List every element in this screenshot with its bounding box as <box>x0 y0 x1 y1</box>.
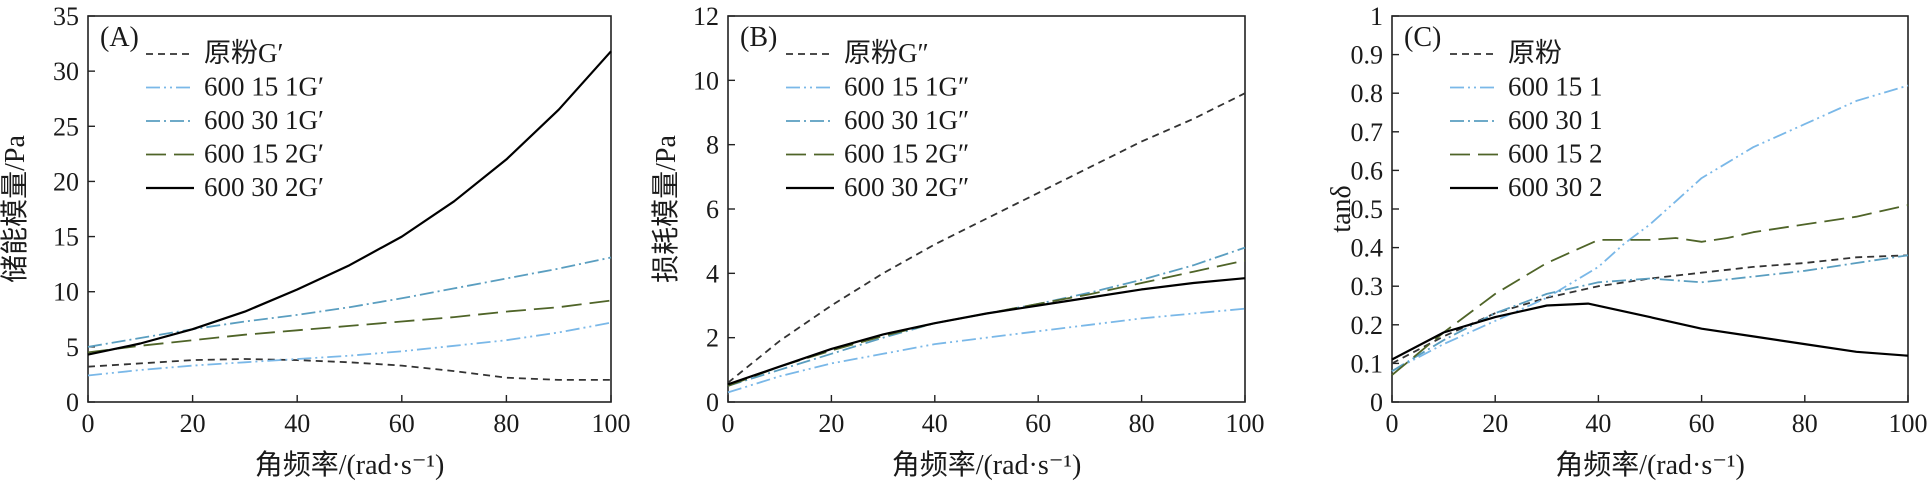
series-line-3 <box>87 256 612 348</box>
plot-frame <box>727 15 1246 403</box>
legend-label: 600 15 1 <box>1508 72 1603 102</box>
x-tick-label: 80 <box>493 409 519 438</box>
x-tick-label: 20 <box>1482 409 1508 438</box>
legend-label: 600 15 1G′ <box>204 72 324 102</box>
y-tick-label: 0 <box>1370 388 1383 417</box>
legend-label: 600 30 1G′ <box>204 105 324 135</box>
y-tick-label: 12 <box>693 2 719 31</box>
legend-label: 原粉G″ <box>844 38 929 68</box>
x-tick-label: 80 <box>1129 409 1155 438</box>
y-tick-label: 0.4 <box>1351 234 1384 263</box>
x-tick-label: 60 <box>1689 409 1715 438</box>
plot-frame <box>87 15 612 403</box>
series-line-1 <box>1391 254 1909 365</box>
legend-label: 600 15 2G″ <box>844 139 969 169</box>
y-tick-label: 25 <box>53 112 79 141</box>
y-axis-label: 储能模量/Pa <box>0 135 31 283</box>
x-tick-label: 100 <box>592 409 631 438</box>
x-tick-label: 20 <box>818 409 844 438</box>
series-line-4 <box>1391 204 1909 376</box>
y-tick-label: 20 <box>53 167 79 196</box>
series-line-1 <box>87 358 611 381</box>
series-line-1 <box>727 92 1246 384</box>
x-tick-label: 40 <box>922 409 948 438</box>
y-tick-label: 10 <box>693 66 719 95</box>
series-line-2 <box>1391 84 1909 372</box>
series-line-2 <box>727 307 1246 394</box>
y-tick-label: 2 <box>706 324 719 353</box>
y-tick-label: 0.2 <box>1351 311 1384 340</box>
chart-panel-3: 0 20 40 60 80 100 0 0.1 0.2 0.3 0.4 0.5 0.6 0.7 0.8 0.9… <box>1326 2 1928 481</box>
series-line-4 <box>87 299 612 354</box>
legend-label: 600 30 1G″ <box>844 105 969 135</box>
series-line-2 <box>87 321 612 377</box>
y-tick-label: 30 <box>53 57 79 86</box>
y-tick-label: 15 <box>53 223 79 252</box>
x-axis-label: 角频率/(rad·s⁻¹) <box>1555 449 1745 481</box>
series-line-5 <box>1391 302 1909 361</box>
plot-frame <box>1391 15 1909 403</box>
y-tick-label: 0.3 <box>1351 272 1384 301</box>
panel-label: (A) <box>100 22 139 53</box>
y-tick-label: 6 <box>706 195 719 224</box>
y-tick-label: 0 <box>66 388 79 417</box>
series-line-5 <box>87 50 612 356</box>
x-tick-label: 100 <box>1226 409 1265 438</box>
legend-label: 600 30 1 <box>1508 105 1603 135</box>
legend-label: 600 15 1G″ <box>844 72 969 102</box>
legend: 原粉G″ 600 15 1G″600 30 1G″ 600 15 2G″600 30… <box>786 38 969 202</box>
x-tick-label: 100 <box>1889 409 1928 438</box>
legend-label: 600 30 2G′ <box>204 172 324 202</box>
y-tick-label: 0.9 <box>1351 41 1384 70</box>
y-tick-label: 8 <box>706 131 719 160</box>
x-tick-label: 80 <box>1792 409 1818 438</box>
x-tick-label: 20 <box>180 409 206 438</box>
x-tick-label: 0 <box>1386 409 1399 438</box>
y-tick-label: 5 <box>66 333 79 362</box>
y-tick-label: 35 <box>53 2 79 31</box>
y-tick-label: 1 <box>1370 2 1383 31</box>
x-axis-label: 角频率/(rad·s⁻¹) <box>892 449 1082 481</box>
series-line-3 <box>727 246 1246 387</box>
x-tick-label: 40 <box>1585 409 1611 438</box>
y-tick-label: 0.1 <box>1351 349 1384 378</box>
panel-label: (C) <box>1404 22 1441 53</box>
x-tick-label: 60 <box>1025 409 1051 438</box>
x-tick-label: 40 <box>284 409 310 438</box>
legend-label: 600 30 2 <box>1508 172 1603 202</box>
legend-label: 600 15 2G′ <box>204 139 324 169</box>
legend-label: 600 15 2 <box>1508 139 1603 169</box>
legend-label: 原粉 <box>1508 38 1562 68</box>
y-axis-label: 损耗模量/Pa <box>650 135 682 283</box>
x-tick-label: 0 <box>722 409 735 438</box>
legend-label: 原粉G′ <box>204 38 283 68</box>
y-tick-label: 0 <box>706 388 719 417</box>
panel-label: (B) <box>740 22 777 53</box>
legend: 原粉G′ 600 15 1G′600 30 1G′ 600 15 2G′600 30… <box>146 38 324 202</box>
x-tick-label: 0 <box>82 409 95 438</box>
y-tick-label: 0.7 <box>1351 118 1384 147</box>
y-tick-label: 0.5 <box>1351 195 1384 224</box>
y-tick-label: 4 <box>706 259 719 288</box>
y-tick-label: 0.8 <box>1351 79 1384 108</box>
x-axis-label: 角频率/(rad·s⁻¹) <box>255 449 445 481</box>
y-tick-label: 0.6 <box>1351 156 1384 185</box>
legend-label: 600 30 2G″ <box>844 172 969 202</box>
y-tick-label: 10 <box>53 278 79 307</box>
y-axis-label: tanδ <box>1326 185 1357 232</box>
chart-panel-1: 0 20 40 60 80 100 0 5 10 15 20 25 30 35 (A) 原粉G′ 600 15 … <box>0 2 631 481</box>
x-tick-label: 60 <box>389 409 415 438</box>
series-line-5 <box>727 277 1246 386</box>
